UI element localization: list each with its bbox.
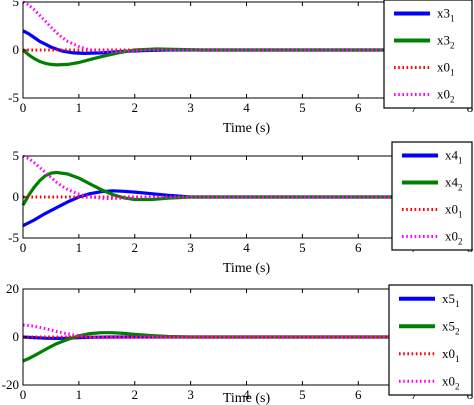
legend-label-x0-1: x01 — [442, 346, 460, 364]
y-tick-label: 20 — [6, 281, 19, 296]
legend-name: x0 — [442, 373, 455, 388]
x-tick-label: 1 — [76, 240, 83, 255]
legend-label-x0-1: x01 — [445, 202, 463, 220]
legend-label-x4-2: x42 — [445, 175, 463, 193]
x-tick-label: 6 — [355, 387, 362, 402]
legend-box — [391, 141, 473, 251]
legend-name: x0 — [437, 60, 450, 75]
legend-name: x5 — [442, 291, 455, 306]
legend-subscript: 2 — [458, 237, 463, 247]
y-tick-label: -5 — [8, 90, 19, 105]
y-tick-label: -20 — [2, 377, 19, 392]
y-tick-label: 0 — [13, 189, 20, 204]
legend-label-x3-1: x31 — [437, 6, 455, 24]
y-tick-label: 0 — [13, 329, 20, 344]
y-tick-label: 5 — [13, 0, 20, 9]
legend-subscript: 2 — [455, 326, 460, 336]
legend-name: x3 — [437, 33, 450, 48]
legend-name: x0 — [445, 229, 458, 244]
legend-label-x5-2: x52 — [442, 318, 460, 336]
legend-name: x4 — [445, 175, 459, 190]
legend-name: x0 — [442, 346, 455, 361]
x-tick-label: 1 — [76, 387, 83, 402]
x-tick-label: 4 — [243, 387, 250, 402]
legend-subscript: 1 — [450, 14, 455, 24]
legend-label-x3-2: x32 — [437, 33, 455, 51]
legend-box — [388, 284, 473, 396]
legend-name: x4 — [445, 148, 459, 163]
x-tick-label: 0 — [20, 240, 27, 255]
legend-label-x0-2: x02 — [442, 373, 460, 391]
x-tick-label: 4 — [243, 240, 250, 255]
series-line-x4-1 — [22, 189, 470, 228]
x-tick-label: 4 — [243, 100, 250, 115]
legend-subscript: 1 — [455, 299, 460, 309]
y-tick-label: -5 — [8, 230, 19, 245]
legend-subscript: 1 — [450, 68, 455, 78]
legend-name: x0 — [437, 87, 450, 102]
legend-name: x0 — [445, 202, 458, 217]
legend-subscript: 2 — [450, 41, 455, 51]
x-tick-label: 2 — [132, 240, 139, 255]
legend-label-x0-2: x02 — [445, 229, 463, 247]
series-line-x4-2 — [21, 170, 470, 206]
x-axis-label: Time (s) — [223, 121, 271, 136]
legend-box — [383, 0, 473, 109]
x-tick-label: 5 — [299, 387, 306, 402]
legend-subscript: 2 — [458, 183, 463, 193]
legend-name: x3 — [437, 6, 450, 21]
legend-label-x5-1: x51 — [442, 291, 460, 309]
x-tick-label: 1 — [76, 100, 83, 115]
x-tick-label: 5 — [299, 100, 306, 115]
x-tick-label: 2 — [132, 100, 139, 115]
legend-subscript: 1 — [458, 156, 463, 166]
legend-label-x0-2: x02 — [437, 87, 455, 105]
x-axis-label: Time (s) — [223, 391, 271, 405]
legend-subscript: 2 — [455, 381, 460, 391]
legend-subscript: 1 — [458, 210, 463, 220]
x-tick-label: 6 — [355, 100, 362, 115]
y-tick-label: 5 — [13, 148, 20, 163]
x-tick-label: 0 — [20, 387, 27, 402]
x-tick-label: 5 — [299, 240, 306, 255]
legend-subscript: 1 — [455, 354, 460, 364]
x-axis-label: Time (s) — [223, 261, 271, 276]
x-tick-label: 2 — [132, 387, 139, 402]
series-line-x3-2 — [21, 47, 470, 67]
x-tick-label: 3 — [187, 387, 194, 402]
y-tick-label: 0 — [13, 42, 20, 57]
x-tick-label: 6 — [355, 240, 362, 255]
legend-subscript: 2 — [450, 95, 455, 105]
x-tick-label: 0 — [20, 100, 27, 115]
legend-name: x5 — [442, 318, 455, 333]
x-tick-label: 3 — [187, 100, 194, 115]
legend-label-x0-1: x01 — [437, 60, 455, 78]
x-tick-label: 3 — [187, 240, 194, 255]
legend-label-x4-1: x41 — [445, 148, 463, 166]
